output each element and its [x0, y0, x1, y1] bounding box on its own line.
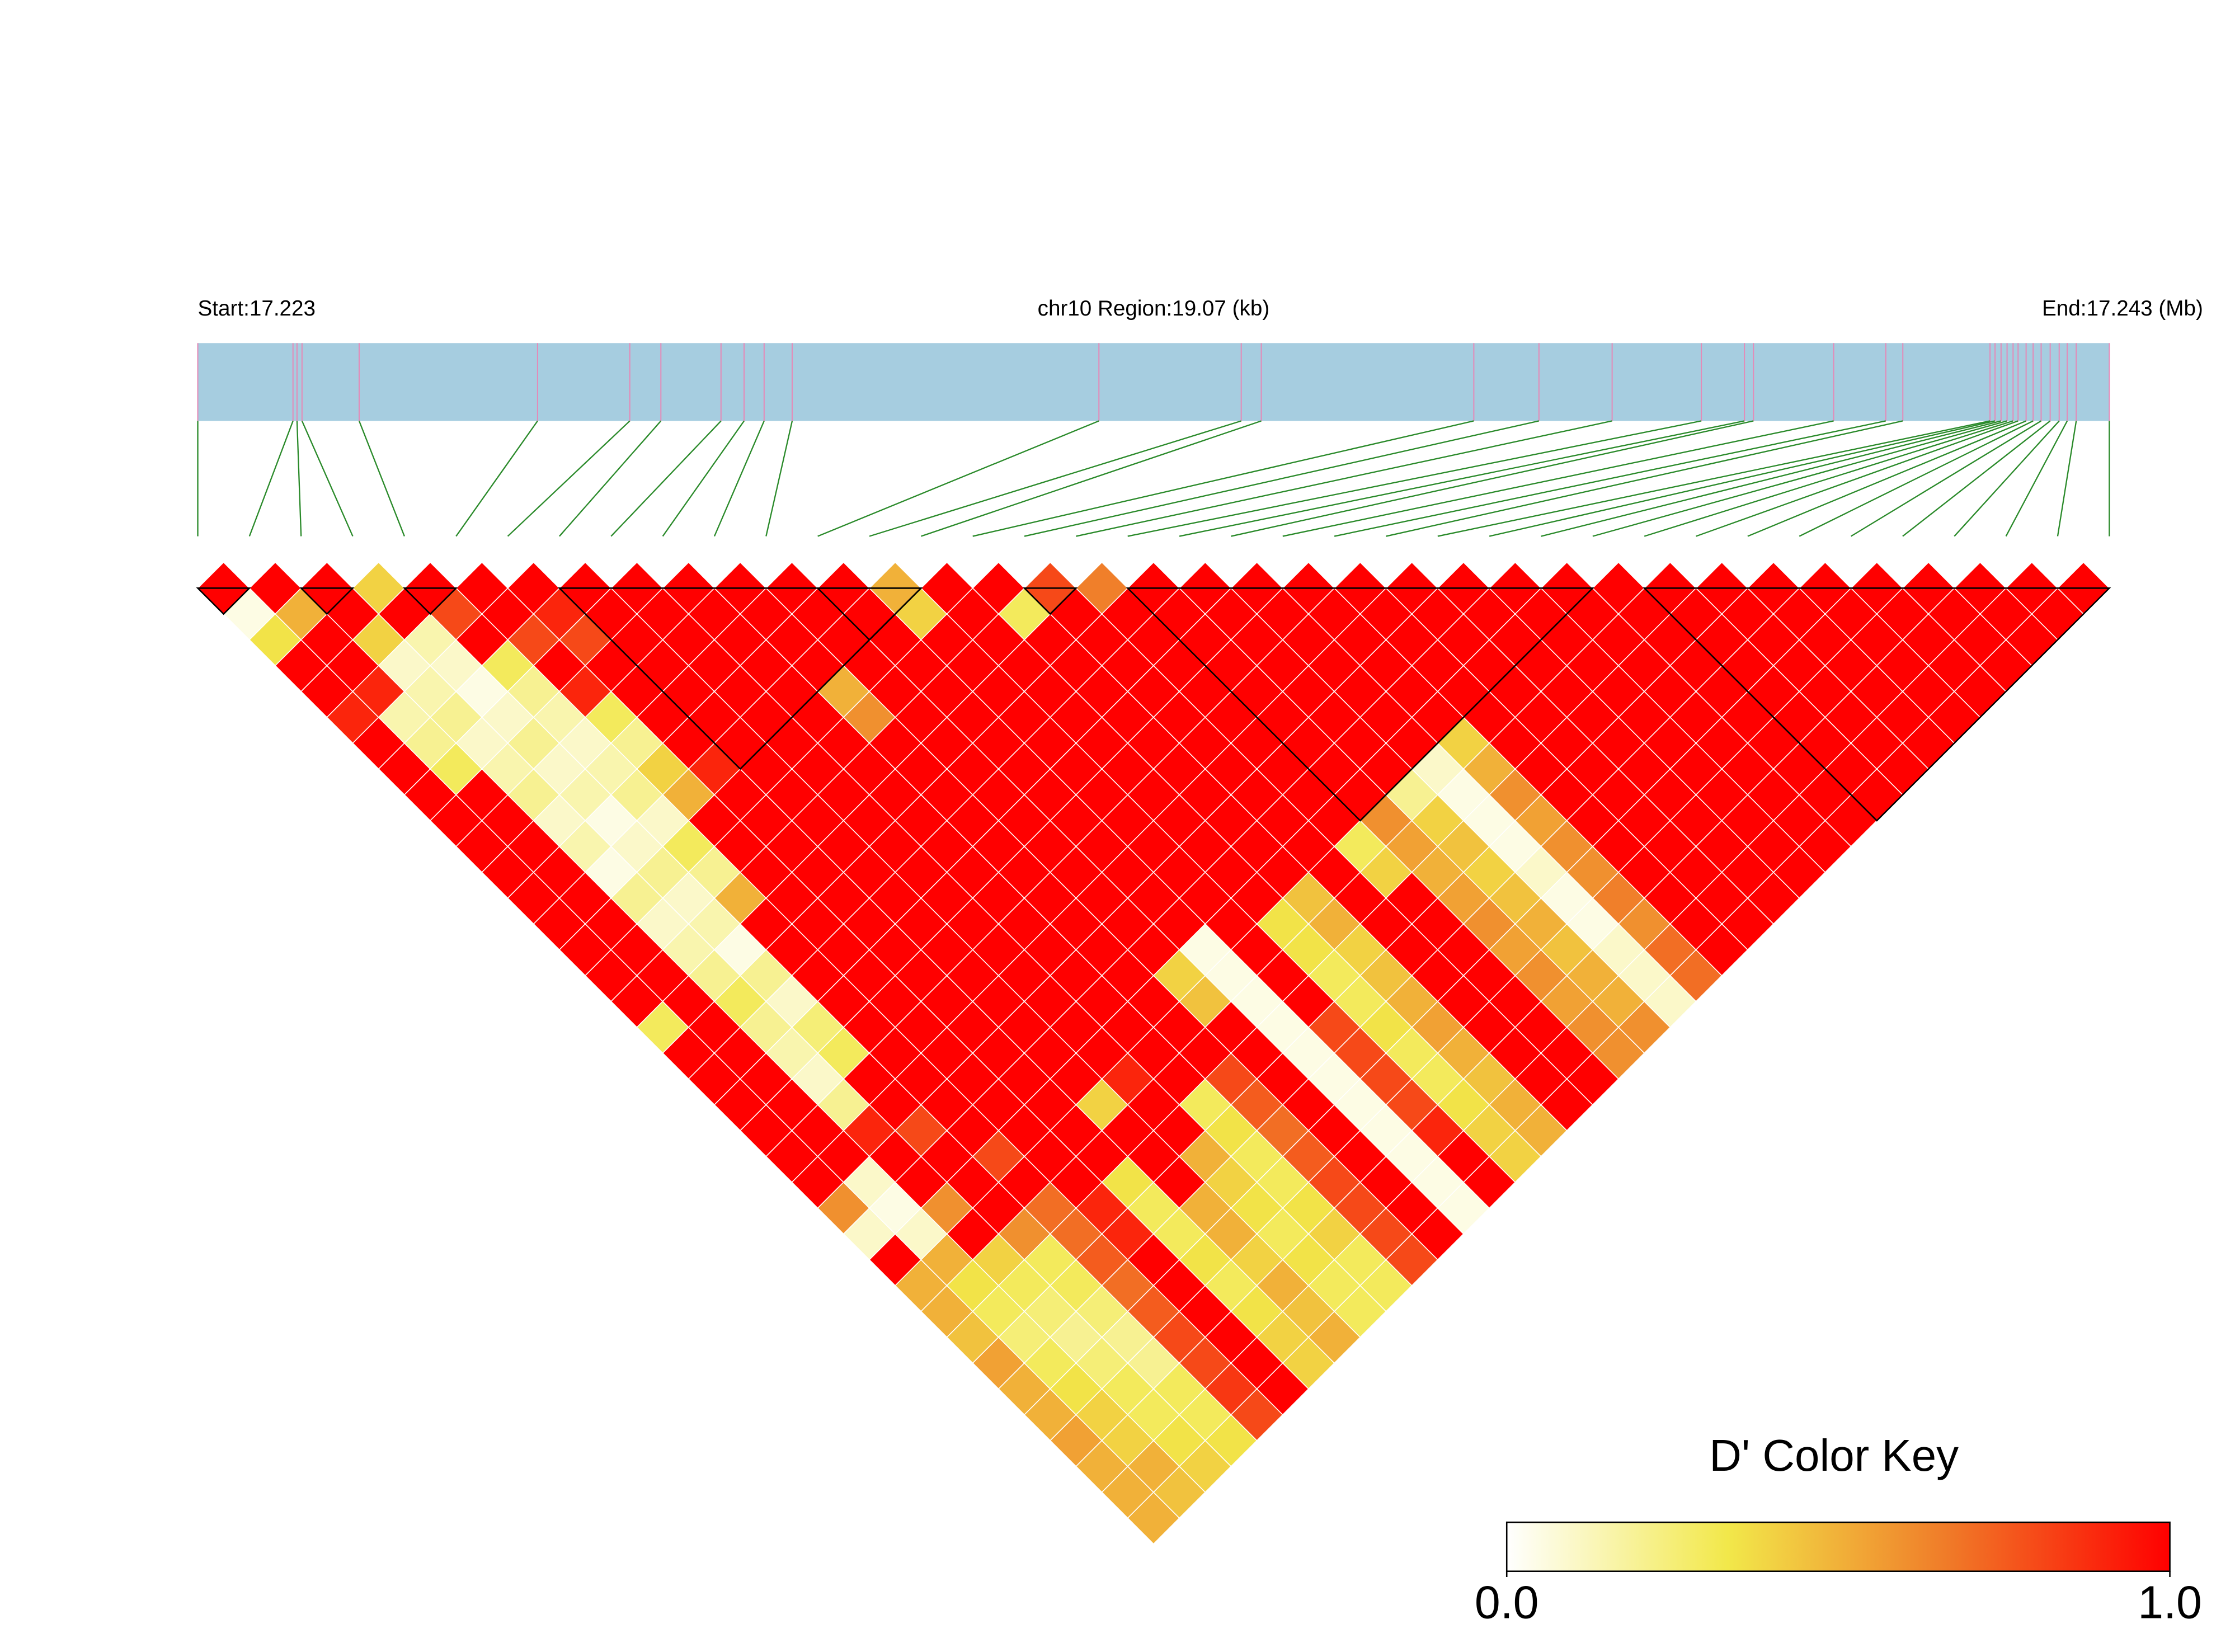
snp-connector: [765, 421, 793, 536]
snp-connector: [1282, 420, 1834, 537]
snp-connector: [1489, 420, 1996, 537]
snp-connector: [1437, 420, 1991, 537]
key-title: D' Color Key: [1709, 1430, 1959, 1480]
ld-block: [299, 587, 355, 615]
ld-block: [816, 587, 923, 641]
snp-connector: [1799, 420, 2034, 537]
snp-connector: [920, 420, 1262, 537]
color-key: [1505, 1521, 2171, 1572]
ld-block: [1643, 587, 2111, 822]
snp-connector: [1541, 420, 2002, 537]
snp-connector: [507, 420, 630, 537]
snp-connector: [248, 421, 294, 536]
ld-block: [402, 587, 458, 615]
snp-connector: [358, 420, 405, 536]
snp-connector: [1850, 420, 2042, 537]
snp-connector: [1334, 420, 1886, 537]
snp-connector: [2057, 421, 2077, 536]
snp-connector: [1386, 420, 1903, 537]
snp-connector: [1076, 420, 1612, 537]
end-label: End:17.243 (Mb): [2042, 296, 2203, 321]
snp-connector: [559, 420, 662, 537]
snp-connector: [2005, 420, 2068, 537]
ld-block: [196, 587, 251, 615]
snp-connector: [972, 420, 1474, 537]
ld-block: [1022, 587, 1078, 615]
snp-connector: [1127, 420, 1702, 537]
snp-connector: [662, 420, 745, 537]
snp-connector: [296, 421, 302, 536]
snp-connector: [1024, 420, 1540, 537]
key-tick-label: 0.0: [1475, 1576, 1539, 1628]
snp-connector: [817, 420, 1099, 537]
snp-connector: [301, 420, 354, 537]
ld-block: [1126, 587, 1594, 822]
snp-connector: [1696, 420, 2018, 537]
snp-connector: [1644, 420, 2013, 537]
ld-block: [557, 587, 923, 770]
snp-connector: [1954, 420, 2060, 537]
snp-connector: [1747, 420, 2027, 537]
region-label: chr10 Region:19.07 (kb): [1038, 296, 1270, 321]
key-tick-label: 1.0: [2138, 1576, 2202, 1628]
snp-connector: [610, 420, 722, 537]
snp-connector: [1902, 420, 2051, 537]
region-track: [197, 343, 2110, 421]
snp-connector: [713, 420, 765, 537]
snp-connector: [1179, 420, 1745, 537]
start-label: Start:17.223: [198, 296, 316, 321]
snp-connector: [455, 420, 538, 537]
snp-connector: [1231, 420, 1754, 537]
snp-connector: [1592, 420, 2007, 537]
snp-connector: [869, 420, 1242, 537]
